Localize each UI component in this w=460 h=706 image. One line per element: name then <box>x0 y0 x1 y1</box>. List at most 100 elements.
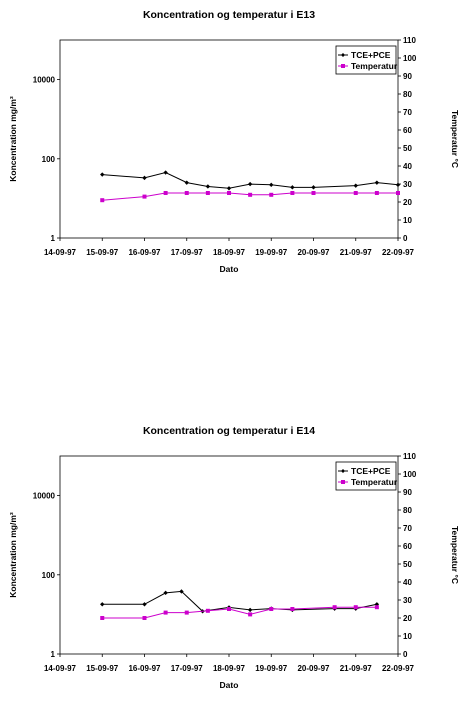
data-point <box>290 185 295 190</box>
data-point <box>396 191 400 195</box>
y-axis-label: Koncentration mg/m³ <box>8 96 18 182</box>
x-tick-label: 17-09-97 <box>171 248 204 257</box>
chart-e14-svg: Koncentration og temperatur i E14 14-09-9… <box>8 425 460 690</box>
data-point <box>290 607 295 611</box>
y2-tick-label: 40 <box>403 162 412 171</box>
chart-title: Koncentration og temperatur i E14 <box>143 425 315 437</box>
data-point <box>163 191 168 195</box>
y2-tick-label: 30 <box>403 596 412 605</box>
data-point <box>163 170 168 175</box>
y2-tick-label: 0 <box>403 650 408 659</box>
x-axis-label: Dato <box>220 680 239 690</box>
y2-tick-label: 100 <box>403 470 417 479</box>
y2-tick-label: 20 <box>403 614 412 623</box>
x-tick-label: 16-09-97 <box>128 664 161 673</box>
data-point <box>269 192 274 197</box>
x-tick-label: 20-09-97 <box>297 664 330 673</box>
x-tick-label: 19-09-97 <box>255 248 288 257</box>
data-point <box>226 186 232 191</box>
data-point <box>163 610 168 615</box>
x-tick-label: 15-09-97 <box>86 664 119 673</box>
y-axis-label: Koncentration mg/m³ <box>8 512 18 598</box>
series-line-tce-pce <box>102 590 377 612</box>
y2-tick-label: 20 <box>403 198 412 207</box>
legend-marker <box>341 53 345 57</box>
data-point <box>142 616 147 620</box>
chart-e13-svg: Koncentration og temperatur i E13 14-09-9… <box>8 9 460 274</box>
y2-tick-label: 80 <box>403 90 412 99</box>
data-point <box>311 191 316 195</box>
y2-tick-label: 50 <box>403 144 412 153</box>
x-tick-label: 20-09-97 <box>297 248 330 257</box>
data-point <box>227 191 231 195</box>
y2-axis-label: Temperatur °C <box>450 526 460 584</box>
data-point <box>184 191 189 195</box>
chart-e14: Koncentration og temperatur i E14 14-09-9… <box>0 416 460 706</box>
data-point <box>184 180 189 185</box>
data-point <box>100 602 105 607</box>
y2-axis-label: Temperatur °C <box>450 110 460 168</box>
y2-tick-label: 110 <box>403 452 416 461</box>
data-point <box>374 180 380 185</box>
chart-e13: Koncentration og temperatur i E13 14-09-9… <box>0 0 460 290</box>
x-tick-label: 14-09-97 <box>44 664 77 673</box>
legend-label: TCE+PCE <box>351 466 391 476</box>
data-point <box>179 589 184 594</box>
data-point <box>205 191 210 195</box>
y2-tick-label: 10 <box>403 632 412 641</box>
data-point <box>395 182 401 188</box>
legend-marker <box>341 469 345 473</box>
data-point <box>100 616 105 620</box>
y2-tick-label: 10 <box>403 216 412 225</box>
y2-tick-label: 60 <box>403 542 412 551</box>
y-tick-label: 10000 <box>33 76 56 85</box>
y-tick-label: 100 <box>42 571 56 580</box>
y2-tick-label: 80 <box>403 506 412 515</box>
data-point <box>142 602 147 607</box>
x-tick-label: 19-09-97 <box>255 664 288 673</box>
chart-title: Koncentration og temperatur i E13 <box>143 9 315 21</box>
y2-tick-label: 40 <box>403 578 412 587</box>
data-point <box>353 191 358 195</box>
data-point <box>100 172 105 177</box>
data-point <box>353 183 358 188</box>
data-point <box>227 607 231 611</box>
x-axis-label: Dato <box>220 264 239 274</box>
x-tick-label: 18-09-97 <box>213 248 246 257</box>
data-point <box>142 194 147 199</box>
y2-tick-label: 50 <box>403 560 412 569</box>
y2-tick-label: 60 <box>403 126 412 135</box>
y2-tick-label: 30 <box>403 180 412 189</box>
data-point <box>374 605 379 610</box>
data-point <box>100 198 105 203</box>
data-point <box>247 607 253 613</box>
data-point <box>374 191 379 195</box>
data-point <box>269 607 274 611</box>
legend-marker <box>341 480 345 484</box>
legend-marker <box>341 64 345 68</box>
x-tick-label: 15-09-97 <box>86 248 119 257</box>
y2-tick-label: 0 <box>403 234 408 243</box>
series-line-temperatur <box>102 606 377 619</box>
y2-tick-label: 110 <box>403 36 416 45</box>
y-tick-label: 10000 <box>33 492 56 501</box>
data-point <box>163 590 168 596</box>
y-tick-label: 1 <box>51 650 56 659</box>
legend-label: Temperatur <box>351 477 398 487</box>
y2-tick-label: 70 <box>403 524 412 533</box>
data-point <box>142 175 147 181</box>
x-tick-label: 21-09-97 <box>340 248 373 257</box>
y2-tick-label: 90 <box>403 72 412 81</box>
y-tick-label: 100 <box>42 155 56 164</box>
legend-label: Temperatur <box>351 61 398 71</box>
data-point <box>269 182 274 188</box>
data-point <box>205 184 211 189</box>
legend-box <box>335 45 397 75</box>
y-tick-label: 1 <box>51 234 56 243</box>
x-tick-label: 17-09-97 <box>171 664 204 673</box>
y2-tick-label: 100 <box>403 54 417 63</box>
data-point <box>248 612 253 617</box>
data-point <box>290 191 295 195</box>
data-point <box>205 608 210 613</box>
legend-label: TCE+PCE <box>351 50 391 60</box>
